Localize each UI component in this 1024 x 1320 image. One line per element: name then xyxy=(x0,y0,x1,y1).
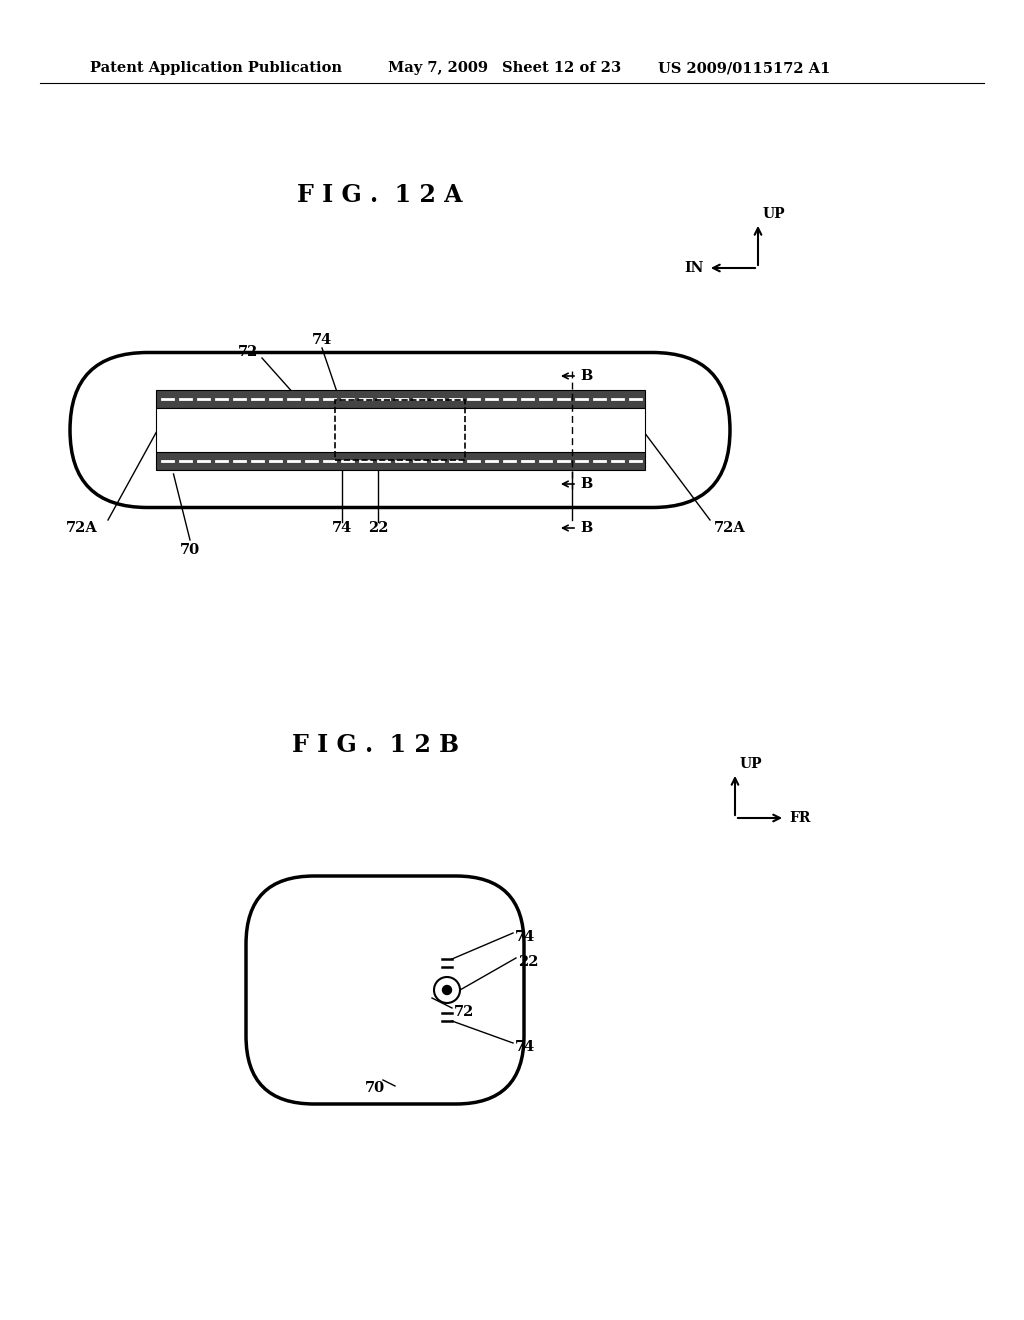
Text: 70: 70 xyxy=(180,543,200,557)
Text: 74: 74 xyxy=(332,521,352,535)
Circle shape xyxy=(442,986,452,994)
Text: US 2009/0115172 A1: US 2009/0115172 A1 xyxy=(658,61,830,75)
Text: F I G .  1 2 B: F I G . 1 2 B xyxy=(292,733,459,756)
Text: B: B xyxy=(580,521,592,535)
Text: B: B xyxy=(580,370,592,383)
Text: 74: 74 xyxy=(515,931,536,944)
Text: FR: FR xyxy=(790,810,810,825)
Text: 72A: 72A xyxy=(67,521,98,535)
Text: 22: 22 xyxy=(368,521,388,535)
Text: May 7, 2009: May 7, 2009 xyxy=(388,61,488,75)
Bar xyxy=(335,400,465,459)
Text: 74: 74 xyxy=(515,1040,536,1053)
Text: 74: 74 xyxy=(312,333,332,347)
Circle shape xyxy=(434,977,460,1003)
Text: F I G .  1 2 A: F I G . 1 2 A xyxy=(297,183,463,207)
Text: 70: 70 xyxy=(365,1081,385,1096)
Text: 72: 72 xyxy=(238,345,258,359)
Text: Patent Application Publication: Patent Application Publication xyxy=(90,61,342,75)
Text: 72: 72 xyxy=(454,1005,474,1019)
Text: UP: UP xyxy=(740,756,763,771)
Text: UP: UP xyxy=(763,207,785,220)
FancyBboxPatch shape xyxy=(70,352,730,507)
Text: IN: IN xyxy=(685,261,705,275)
FancyBboxPatch shape xyxy=(246,876,524,1104)
Bar xyxy=(156,408,644,451)
Bar xyxy=(156,389,644,408)
Text: 22: 22 xyxy=(518,954,539,969)
Text: 72A: 72A xyxy=(714,521,745,535)
Text: B: B xyxy=(580,477,592,491)
Bar xyxy=(156,451,644,470)
Text: Sheet 12 of 23: Sheet 12 of 23 xyxy=(502,61,622,75)
